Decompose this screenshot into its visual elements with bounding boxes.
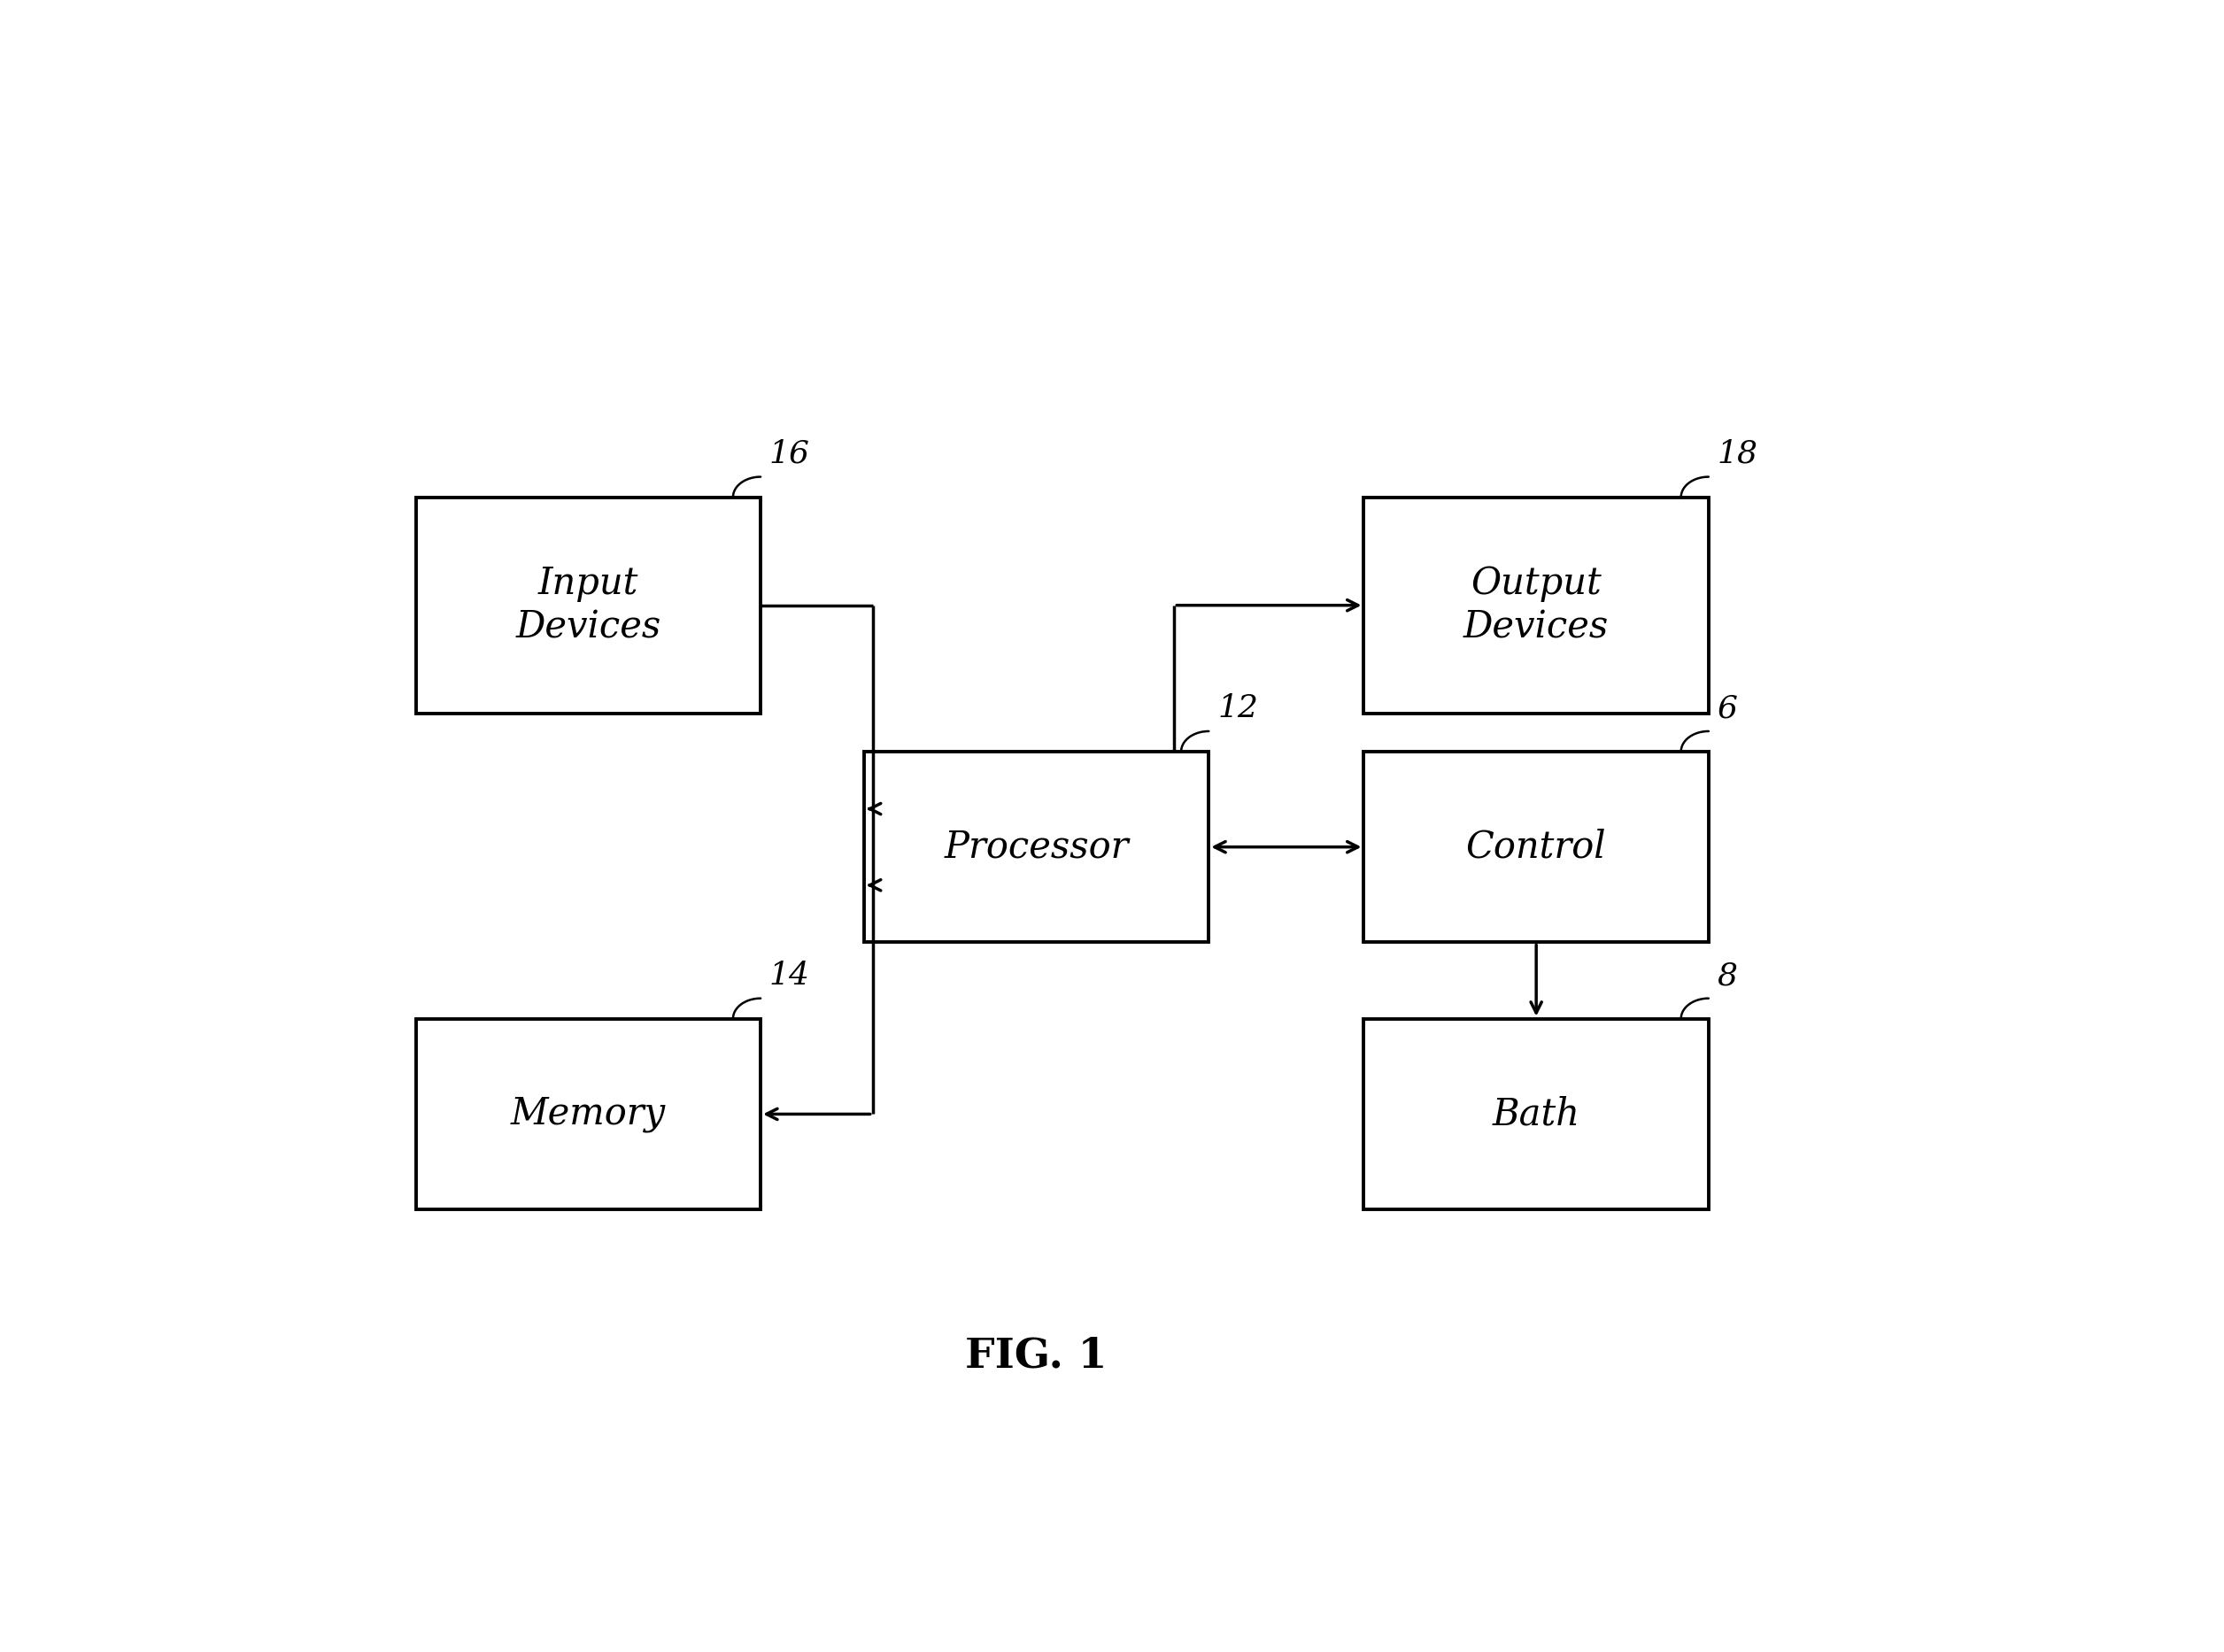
Bar: [416, 1019, 761, 1209]
Bar: [1363, 752, 1708, 942]
Bar: [1363, 497, 1708, 714]
Text: Output
Devices: Output Devices: [1463, 565, 1608, 646]
Text: Bath: Bath: [1492, 1095, 1579, 1133]
Text: FIG. 1: FIG. 1: [965, 1335, 1108, 1376]
Bar: [416, 497, 761, 714]
Text: 12: 12: [1217, 694, 1259, 724]
Text: 18: 18: [1717, 439, 1757, 469]
Text: 8: 8: [1717, 960, 1737, 991]
Text: Input
Devices: Input Devices: [516, 565, 661, 646]
Bar: [863, 752, 1210, 942]
Text: 14: 14: [770, 960, 810, 991]
Text: Memory: Memory: [512, 1095, 665, 1133]
Bar: [1363, 1019, 1708, 1209]
Text: 16: 16: [770, 439, 810, 469]
Text: Control: Control: [1466, 828, 1606, 866]
Text: Processor: Processor: [943, 828, 1130, 866]
Text: 6: 6: [1717, 694, 1737, 724]
